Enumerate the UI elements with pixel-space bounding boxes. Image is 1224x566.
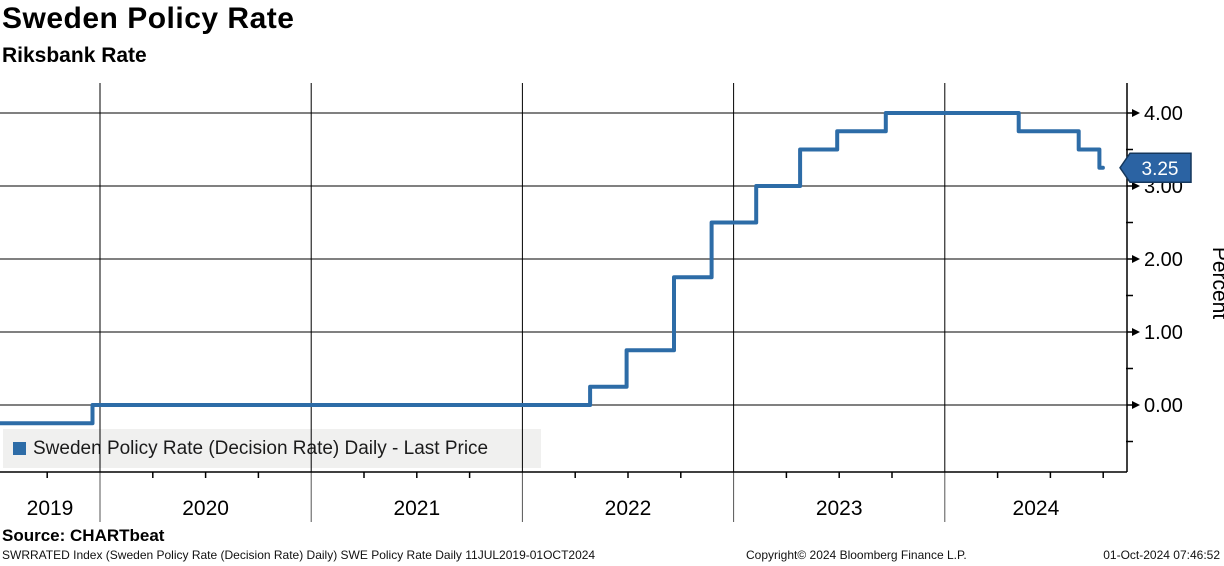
source-line: Source: CHARTbeat — [2, 526, 165, 545]
page-subtitle: Riksbank Rate — [2, 44, 147, 67]
x-tick-label: 2024 — [1013, 497, 1060, 520]
axis-arrow-icon — [1132, 109, 1140, 117]
axis-arrow-icon — [1132, 255, 1140, 263]
last-price-tag[interactable] — [1119, 152, 1192, 183]
x-tick-label: 2020 — [182, 497, 229, 520]
axis-arrow-icon — [1132, 328, 1140, 336]
y-axis-title: Percent — [1208, 247, 1224, 320]
legend-label: Sweden Policy Rate (Decision Rate) Daily… — [33, 437, 489, 459]
legend-swatch-icon — [13, 442, 26, 455]
policy-rate-line — [0, 111, 1105, 426]
legend: Sweden Policy Rate (Decision Rate) Daily… — [3, 429, 541, 468]
y-tick-label: 3.00 — [1144, 176, 1183, 198]
y-tick-label: 4.00 — [1144, 103, 1183, 125]
footer-timestamp: 01-Oct-2024 07:46:52 — [1103, 548, 1220, 562]
x-tick-label: 2023 — [816, 497, 863, 520]
y-tick-label: 1.00 — [1144, 322, 1183, 344]
y-tick-label: 0.00 — [1144, 395, 1183, 417]
axis-arrow-icon — [1132, 182, 1140, 190]
footer-copyright: Copyright© 2024 Bloomberg Finance L.P. — [746, 548, 967, 562]
x-tick-label: 2022 — [605, 497, 652, 520]
axis-arrow-icon — [1132, 401, 1140, 409]
footer-ticker-info: SWRRATED Index (Sweden Policy Rate (Deci… — [2, 548, 596, 562]
page-title: Sweden Policy Rate — [2, 2, 295, 35]
x-tick-label: 2021 — [393, 497, 440, 520]
x-tick-label: 2019 — [27, 497, 74, 520]
y-tick-label: 2.00 — [1144, 249, 1183, 271]
last-price-label: 3.25 — [1142, 159, 1179, 180]
